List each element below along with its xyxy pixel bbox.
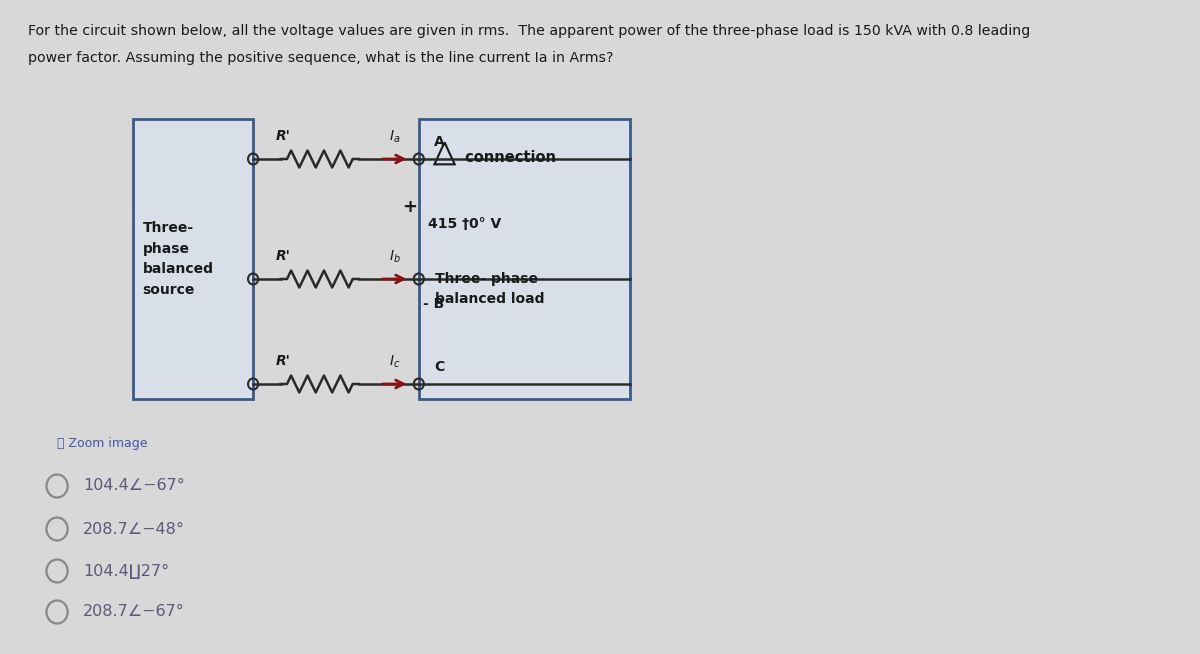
Text: - B: - B bbox=[424, 297, 445, 311]
Text: C: C bbox=[434, 360, 444, 374]
Text: $I_a$: $I_a$ bbox=[389, 129, 401, 145]
FancyBboxPatch shape bbox=[133, 119, 253, 399]
Text: connection: connection bbox=[461, 150, 557, 165]
Text: 104.4∠−67°: 104.4∠−67° bbox=[83, 479, 185, 494]
Text: Three- phase
balanced load: Three- phase balanced load bbox=[436, 271, 545, 306]
Text: R': R' bbox=[276, 249, 290, 263]
Text: $I_b$: $I_b$ bbox=[389, 249, 401, 265]
Text: A: A bbox=[433, 135, 444, 149]
Text: +: + bbox=[402, 198, 418, 216]
FancyBboxPatch shape bbox=[419, 119, 630, 399]
Text: R': R' bbox=[276, 354, 290, 368]
Text: Three-
phase
balanced
source: Three- phase balanced source bbox=[143, 221, 214, 297]
Text: R': R' bbox=[276, 129, 290, 143]
Text: 104.4∐27°: 104.4∐27° bbox=[83, 564, 169, 579]
Text: $I_c$: $I_c$ bbox=[389, 354, 401, 370]
Text: power factor. Assuming the positive sequence, what is the line current Ia in Arm: power factor. Assuming the positive sequ… bbox=[28, 51, 613, 65]
Text: For the circuit shown below, all the voltage values are given in rms.  The appar: For the circuit shown below, all the vol… bbox=[28, 24, 1030, 38]
Text: 208.7∠−48°: 208.7∠−48° bbox=[83, 521, 185, 536]
Text: 208.7∠−67°: 208.7∠−67° bbox=[83, 604, 185, 619]
Text: 🔍 Zoom image: 🔍 Zoom image bbox=[58, 438, 148, 451]
Text: 415 †0° V: 415 †0° V bbox=[428, 217, 502, 231]
